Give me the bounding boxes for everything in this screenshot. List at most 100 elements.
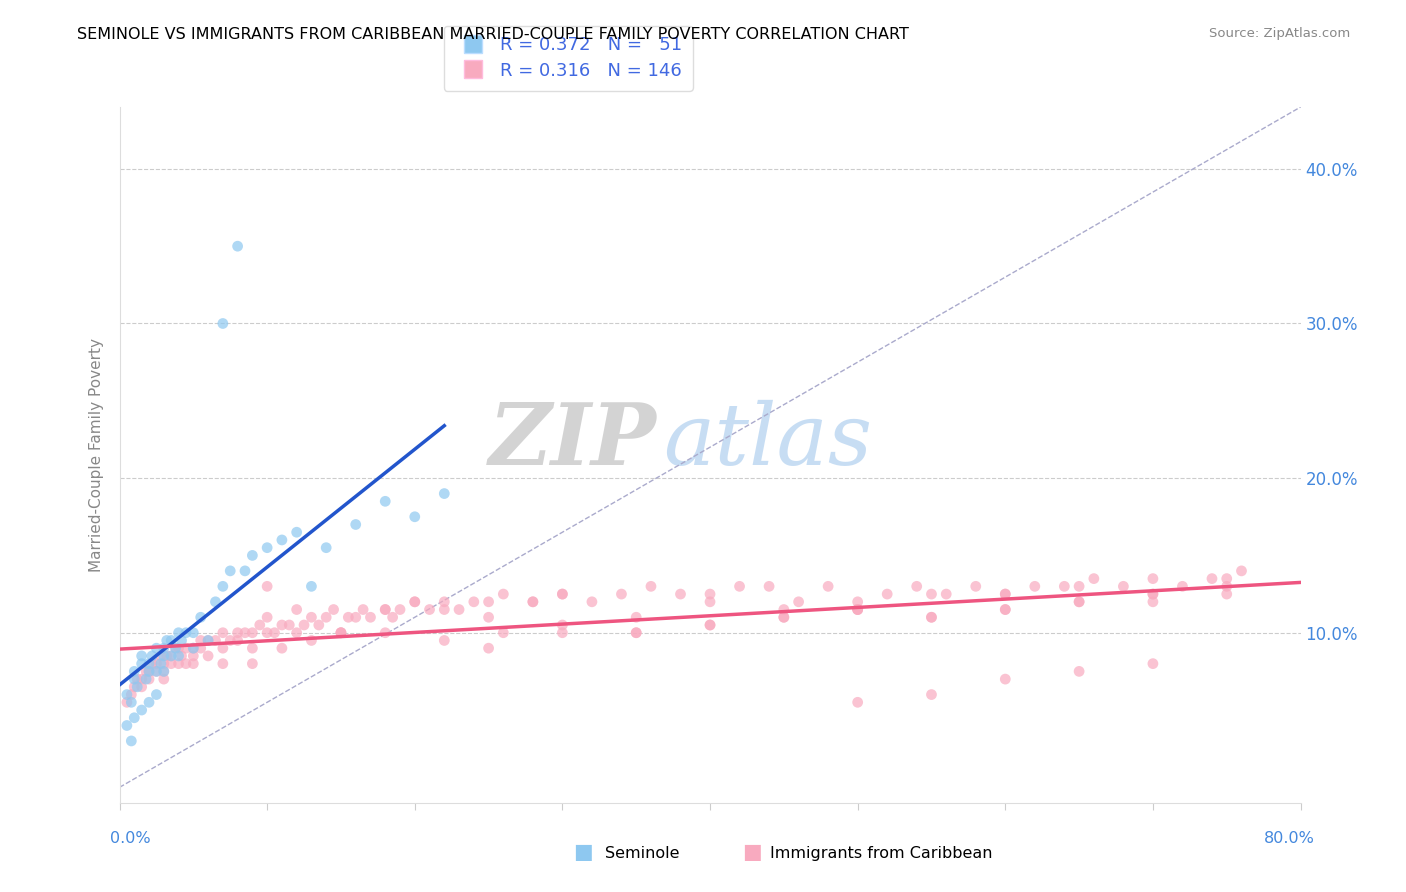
Point: [278, 618, 301, 632]
Point: [1024, 579, 1046, 593]
Point: [135, 672, 157, 686]
Point: [374, 625, 396, 640]
Point: [477, 610, 501, 624]
Point: [1053, 579, 1076, 593]
Text: Seminole: Seminole: [605, 847, 679, 861]
Point: [433, 486, 456, 500]
Point: [787, 595, 810, 609]
Point: [141, 657, 163, 671]
Point: [433, 602, 456, 616]
Point: [344, 517, 367, 532]
Point: [174, 641, 197, 656]
Point: [846, 602, 869, 616]
Point: [131, 657, 153, 671]
Text: ■: ■: [742, 842, 762, 862]
Point: [699, 595, 721, 609]
Point: [219, 633, 242, 648]
Point: [160, 633, 183, 648]
Point: [1142, 587, 1164, 601]
Point: [131, 672, 153, 686]
Point: [1083, 572, 1105, 586]
Text: Immigrants from Caribbean: Immigrants from Caribbean: [770, 847, 993, 861]
Point: [758, 579, 780, 593]
Point: [1142, 657, 1164, 671]
Point: [846, 595, 869, 609]
Point: [1215, 579, 1237, 593]
Point: [921, 610, 943, 624]
Point: [610, 587, 633, 601]
Point: [492, 587, 515, 601]
Point: [211, 579, 233, 593]
Point: [994, 602, 1017, 616]
Point: [551, 587, 574, 601]
Point: [965, 579, 987, 593]
Point: [256, 579, 278, 593]
Point: [322, 602, 344, 616]
Point: [994, 602, 1017, 616]
Text: ZIP: ZIP: [489, 400, 657, 483]
Point: [115, 695, 138, 709]
Text: 80.0%: 80.0%: [1264, 831, 1315, 846]
Point: [174, 657, 197, 671]
Point: [1142, 587, 1164, 601]
Point: [211, 657, 233, 671]
Point: [190, 641, 212, 656]
Point: [115, 688, 138, 702]
Point: [477, 595, 501, 609]
Point: [404, 595, 426, 609]
Point: [249, 618, 271, 632]
Point: [165, 641, 187, 656]
Point: [285, 525, 308, 540]
Point: [170, 633, 193, 648]
Point: [433, 595, 456, 609]
Point: [522, 595, 544, 609]
Point: [211, 317, 233, 331]
Point: [149, 657, 172, 671]
Text: 0.0%: 0.0%: [110, 831, 150, 846]
Point: [1069, 595, 1091, 609]
Point: [174, 625, 197, 640]
Point: [292, 618, 315, 632]
Point: [846, 602, 869, 616]
Point: [1171, 579, 1194, 593]
Point: [242, 549, 264, 563]
Point: [263, 625, 285, 640]
Point: [404, 509, 426, 524]
Point: [404, 595, 426, 609]
Legend: R = 0.372   N =   51, R = 0.316   N = 146: R = 0.372 N = 51, R = 0.316 N = 146: [444, 26, 693, 90]
Point: [581, 595, 603, 609]
Point: [337, 610, 360, 624]
Point: [145, 688, 167, 702]
Point: [301, 610, 323, 624]
Point: [285, 625, 308, 640]
Point: [124, 672, 146, 686]
Point: [183, 641, 205, 656]
Point: [994, 587, 1017, 601]
Point: [447, 602, 470, 616]
Text: atlas: atlas: [662, 400, 872, 483]
Point: [624, 625, 647, 640]
Point: [624, 610, 647, 624]
Point: [374, 494, 396, 508]
Point: [145, 641, 167, 656]
Point: [145, 665, 167, 679]
Point: [127, 680, 149, 694]
Point: [141, 648, 163, 663]
Point: [211, 625, 233, 640]
Point: [190, 633, 212, 648]
Point: [876, 587, 898, 601]
Point: [204, 595, 226, 609]
Point: [388, 602, 412, 616]
Point: [145, 665, 167, 679]
Point: [138, 672, 160, 686]
Point: [138, 665, 160, 679]
Y-axis label: Married-Couple Family Poverty: Married-Couple Family Poverty: [89, 338, 104, 572]
Point: [301, 633, 323, 648]
Point: [160, 648, 183, 663]
Point: [256, 610, 278, 624]
Point: [167, 657, 190, 671]
Point: [1142, 572, 1164, 586]
Point: [329, 625, 352, 640]
Point: [728, 579, 751, 593]
Point: [226, 633, 249, 648]
